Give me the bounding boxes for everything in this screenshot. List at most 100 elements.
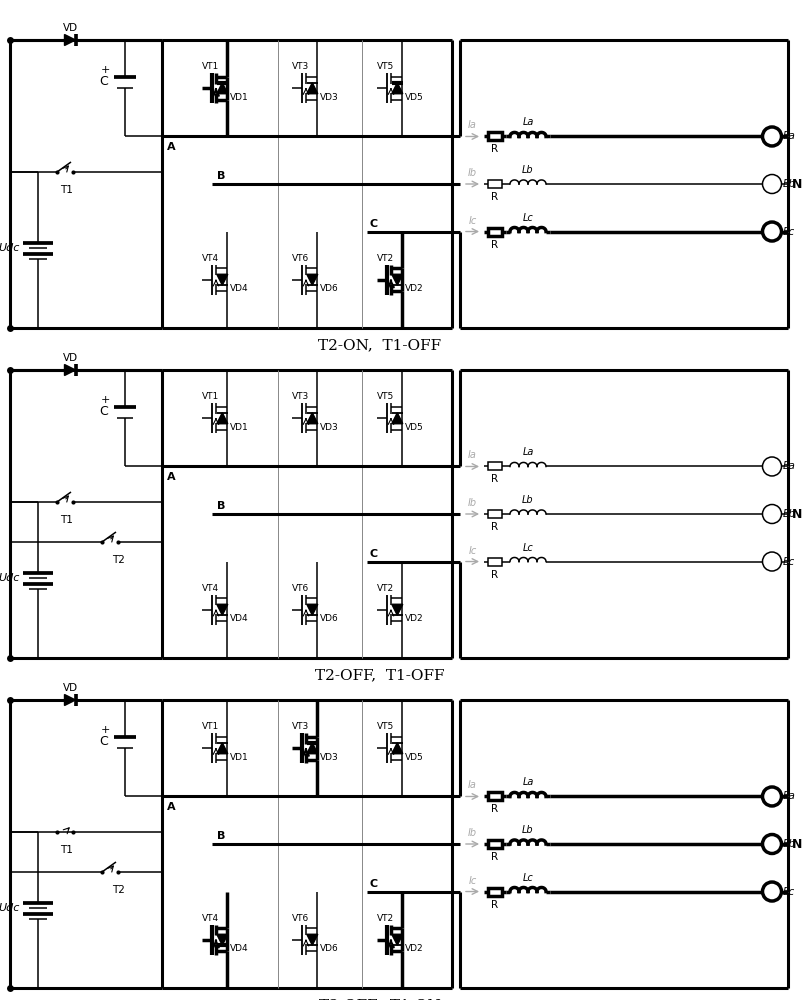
Bar bbox=[488, 510, 502, 518]
Text: R: R bbox=[492, 144, 499, 154]
Text: B: B bbox=[217, 171, 225, 181]
Text: VD5: VD5 bbox=[405, 93, 423, 102]
Text: T2-OFF,  T1-ON: T2-OFF, T1-ON bbox=[319, 998, 441, 1000]
Text: Lc: Lc bbox=[523, 543, 533, 553]
Bar bbox=[488, 558, 502, 566]
Text: A: A bbox=[167, 472, 176, 482]
Text: R: R bbox=[492, 240, 499, 250]
Text: C: C bbox=[99, 405, 108, 418]
Text: Ic: Ic bbox=[468, 546, 476, 556]
Text: Udc: Udc bbox=[0, 573, 20, 583]
Polygon shape bbox=[217, 413, 228, 424]
Text: Lb: Lb bbox=[522, 495, 534, 505]
Text: La: La bbox=[522, 777, 533, 787]
Text: A: A bbox=[167, 142, 176, 152]
Polygon shape bbox=[64, 35, 75, 45]
Text: VT4: VT4 bbox=[201, 914, 219, 923]
Bar bbox=[488, 840, 502, 848]
Text: Lc: Lc bbox=[523, 873, 533, 883]
Text: T2: T2 bbox=[111, 885, 124, 895]
Text: A: A bbox=[167, 802, 176, 812]
Bar bbox=[488, 462, 502, 470]
Text: R: R bbox=[492, 474, 499, 484]
Bar bbox=[488, 888, 502, 896]
Text: VT4: VT4 bbox=[201, 584, 219, 593]
Text: Ec: Ec bbox=[783, 227, 796, 237]
Text: VD4: VD4 bbox=[230, 944, 249, 953]
Text: VD2: VD2 bbox=[405, 944, 423, 953]
Bar bbox=[488, 180, 502, 188]
Text: T2-OFF,  T1-OFF: T2-OFF, T1-OFF bbox=[315, 668, 445, 682]
Text: T1: T1 bbox=[59, 845, 72, 855]
Polygon shape bbox=[392, 934, 403, 945]
Text: Lb: Lb bbox=[522, 825, 534, 835]
Polygon shape bbox=[307, 743, 318, 754]
Polygon shape bbox=[217, 83, 228, 94]
Polygon shape bbox=[392, 604, 403, 615]
Text: VD5: VD5 bbox=[405, 423, 423, 432]
Text: VT5: VT5 bbox=[377, 722, 394, 731]
Bar bbox=[488, 228, 502, 236]
Text: VD: VD bbox=[63, 23, 78, 33]
Text: T2: T2 bbox=[111, 555, 124, 565]
Text: T2-ON,  T1-OFF: T2-ON, T1-OFF bbox=[318, 338, 442, 352]
Polygon shape bbox=[217, 274, 228, 285]
Text: VD5: VD5 bbox=[405, 753, 423, 762]
Text: Ec: Ec bbox=[783, 887, 796, 897]
Text: Udc: Udc bbox=[0, 243, 20, 253]
Bar bbox=[488, 132, 502, 140]
Text: B: B bbox=[217, 831, 225, 841]
Polygon shape bbox=[392, 83, 403, 94]
Polygon shape bbox=[307, 934, 318, 945]
Text: VT2: VT2 bbox=[377, 584, 394, 593]
Text: C: C bbox=[99, 735, 108, 748]
Text: Ic: Ic bbox=[468, 216, 476, 226]
Text: N: N bbox=[792, 178, 802, 190]
Text: VT2: VT2 bbox=[377, 254, 394, 263]
Text: Ea: Ea bbox=[783, 791, 796, 801]
Text: C: C bbox=[370, 549, 378, 559]
Text: Eb: Eb bbox=[783, 509, 796, 519]
Polygon shape bbox=[64, 694, 75, 706]
Polygon shape bbox=[217, 934, 228, 945]
Text: C: C bbox=[99, 75, 108, 88]
Polygon shape bbox=[392, 274, 403, 285]
Text: Ib: Ib bbox=[468, 498, 477, 508]
Polygon shape bbox=[392, 743, 403, 754]
Text: VT5: VT5 bbox=[377, 392, 394, 401]
Text: Ia: Ia bbox=[468, 780, 477, 790]
Text: T1: T1 bbox=[59, 515, 72, 525]
Text: VD2: VD2 bbox=[405, 614, 423, 623]
Text: VD4: VD4 bbox=[230, 614, 249, 623]
Text: Ib: Ib bbox=[468, 828, 477, 838]
Text: VD6: VD6 bbox=[320, 614, 338, 623]
Text: VD1: VD1 bbox=[230, 93, 249, 102]
Text: Ea: Ea bbox=[783, 461, 796, 471]
Text: N: N bbox=[792, 838, 802, 850]
Polygon shape bbox=[307, 413, 318, 424]
Text: T1: T1 bbox=[59, 185, 72, 195]
Text: VD: VD bbox=[63, 353, 78, 363]
Text: La: La bbox=[522, 447, 533, 457]
Text: Ea: Ea bbox=[783, 131, 796, 141]
Text: Udc: Udc bbox=[0, 903, 20, 913]
Text: Ia: Ia bbox=[468, 120, 477, 130]
Text: VT1: VT1 bbox=[201, 392, 219, 401]
Text: R: R bbox=[492, 804, 499, 814]
Text: Ia: Ia bbox=[468, 450, 477, 460]
Text: C: C bbox=[370, 879, 378, 889]
Text: R: R bbox=[492, 852, 499, 862]
Text: VD: VD bbox=[63, 683, 78, 693]
Text: R: R bbox=[492, 570, 499, 580]
Text: VT4: VT4 bbox=[201, 254, 219, 263]
Text: +: + bbox=[100, 395, 110, 405]
Text: VT2: VT2 bbox=[377, 914, 394, 923]
Text: Eb: Eb bbox=[783, 179, 796, 189]
Text: VT1: VT1 bbox=[201, 722, 219, 731]
Text: VT6: VT6 bbox=[292, 914, 309, 923]
Text: VT3: VT3 bbox=[292, 722, 309, 731]
Text: Lc: Lc bbox=[523, 213, 533, 223]
Text: Ib: Ib bbox=[468, 168, 477, 178]
Polygon shape bbox=[217, 604, 228, 615]
Text: VT3: VT3 bbox=[292, 392, 309, 401]
